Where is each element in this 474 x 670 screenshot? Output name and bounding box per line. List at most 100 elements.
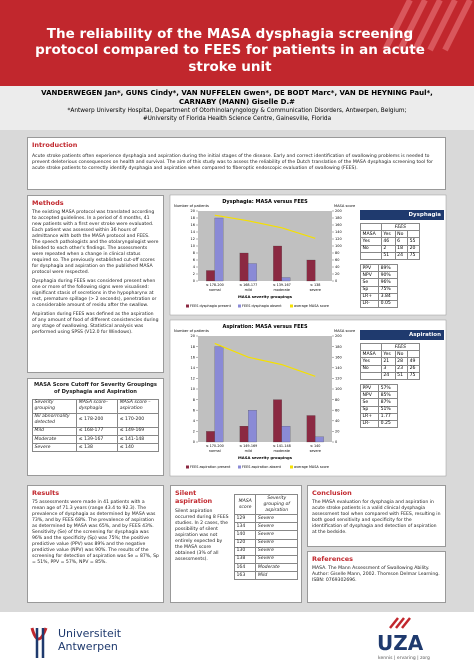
table-cell: Mild: [255, 571, 298, 581]
table-cell: 20: [407, 244, 420, 253]
table-cell: 3: [380, 364, 396, 373]
y-tick-label: 0: [193, 440, 195, 444]
table-cell: [360, 371, 382, 380]
x-tick-label: ≤ 170-200: [206, 444, 224, 448]
table-cell: Severe: [255, 514, 298, 524]
table-cell: 85%: [378, 391, 398, 400]
bar: [214, 346, 224, 443]
table-cell: Severe: [31, 443, 78, 453]
axis-label: MASA severity groupings: [238, 294, 293, 299]
table-cell: Se: [359, 278, 380, 287]
y-tick-label: 8: [193, 398, 195, 402]
paragraph: Aspiration during FEES was defined as th…: [32, 311, 159, 335]
chart-title: Aspiration: MASA versus FEES: [222, 324, 307, 330]
header-cell: MASA: [360, 230, 382, 239]
x-tick-label: ≤ 138: [310, 283, 320, 287]
bar: [206, 431, 215, 443]
x-group-label: severe: [310, 449, 321, 453]
table-cell: Yes: [360, 237, 382, 246]
table-title: Aspiration: [360, 330, 444, 340]
table-cell: 18: [394, 244, 409, 253]
y-tick-label: 16: [191, 223, 195, 227]
table-row: FEES: [360, 222, 421, 232]
table-cell: 21: [380, 357, 396, 366]
table-cell: Severe: [255, 554, 298, 565]
y-tick-label: 8: [193, 251, 195, 255]
table-row: Mild ≤ 168-177 ≤ 149-169: [31, 426, 159, 436]
axis-label: Number of patients: [174, 329, 209, 333]
table-row: 138 Severe: [233, 554, 298, 565]
header-band: [0, 0, 474, 86]
y2-tick-label: 60: [335, 258, 339, 262]
table-cell: LR-: [359, 419, 380, 429]
bar: [206, 270, 215, 282]
y2-tick-label: 20: [335, 430, 339, 434]
table-cell: ≤ 170-200: [117, 412, 159, 428]
bar: [281, 277, 291, 282]
table-cell: 75: [407, 371, 420, 380]
table-cell: Se: [359, 398, 380, 407]
table-cell: 89%: [378, 263, 398, 273]
logo-text: Universiteit: [58, 627, 122, 640]
header-cell: Severity grouping: [31, 398, 78, 414]
y2-tick-label: 80: [335, 398, 339, 402]
legend-swatch: [238, 304, 241, 308]
x-tick-label: ≤ 168-177: [239, 283, 257, 287]
table-cell: ≤ 149-169: [117, 426, 159, 436]
x-group-label: mild: [245, 288, 252, 292]
x-tick-label: ≤ 141-148: [273, 444, 291, 448]
table-cell: LR+: [359, 412, 380, 421]
y2-tick-label: 100: [335, 387, 342, 391]
line: [214, 214, 316, 239]
ua-logo: [30, 627, 48, 658]
results: Results 75 assessments were made in 41 pa…: [27, 485, 164, 603]
table-row: Sp 51%: [359, 405, 398, 414]
affiliation: #University of Florida Health Science Ce…: [142, 115, 332, 122]
table-row: Se 96%: [359, 278, 398, 287]
table-cell: ≤ 168-177: [76, 426, 119, 436]
x-tick-label: ≤ 139-167: [273, 283, 291, 287]
table-row: 163 Mild: [233, 571, 298, 581]
x-group-label: moderate: [273, 449, 290, 453]
paragraph: Dysphagia during FEES was considered pre…: [32, 279, 157, 308]
contingency-table: FEES MASA Yes No Yes 46 6 55 No 2 18 20 51 24 75: [360, 222, 421, 260]
table-cell: 55: [407, 237, 420, 246]
table-row: No 3 23 26: [360, 364, 420, 373]
axis-label: MASA severity groupings: [238, 455, 293, 460]
header-cell: Yes: [380, 350, 396, 359]
bar: [239, 426, 249, 443]
table-cell: LR-: [359, 299, 380, 309]
table-row: LR+ 1.77: [359, 412, 398, 421]
table-row: 129 Severe: [233, 514, 298, 524]
cutoff-box: MASA Score Cutoff for Severity Groupings…: [27, 378, 164, 476]
header-cell: No: [394, 230, 409, 239]
bar: [239, 252, 249, 282]
table-row: Yes 46 6 55: [360, 237, 420, 246]
table-cell: 140: [233, 530, 257, 540]
y-tick-label: 2: [193, 272, 195, 276]
table-cell: No: [360, 244, 382, 253]
y-tick-label: 20: [191, 209, 195, 213]
y-tick-label: 16: [191, 355, 195, 359]
table-row: Se 87%: [359, 398, 398, 407]
legend-label: average MASA score: [294, 304, 329, 308]
heading: Methods: [32, 199, 64, 207]
bar: [273, 399, 282, 443]
logo-text: UZA: [377, 631, 424, 655]
y-tick-label: 10: [191, 244, 195, 248]
y2-tick-label: 0: [335, 279, 337, 283]
heading: References: [312, 555, 354, 563]
header-cell: MASA score: [233, 493, 257, 516]
stats-table: PPV 57% NPV 85% Se 87% Sp 51% LR+ 1.77 LR- 0.25: [359, 383, 398, 429]
table-cell: 46: [380, 237, 396, 246]
y-tick-label: 6: [193, 408, 195, 412]
introduction: Introduction Acute stroke patients often …: [27, 137, 446, 190]
table-cell: 130: [233, 546, 257, 556]
table-row: NPV 90%: [359, 271, 398, 280]
table-row: NPV 85%: [359, 391, 398, 400]
uza-stripes: [389, 617, 411, 629]
header-cell: MASA: [360, 350, 382, 359]
legend-label: average MASA score: [294, 465, 329, 469]
bar: [248, 410, 257, 443]
